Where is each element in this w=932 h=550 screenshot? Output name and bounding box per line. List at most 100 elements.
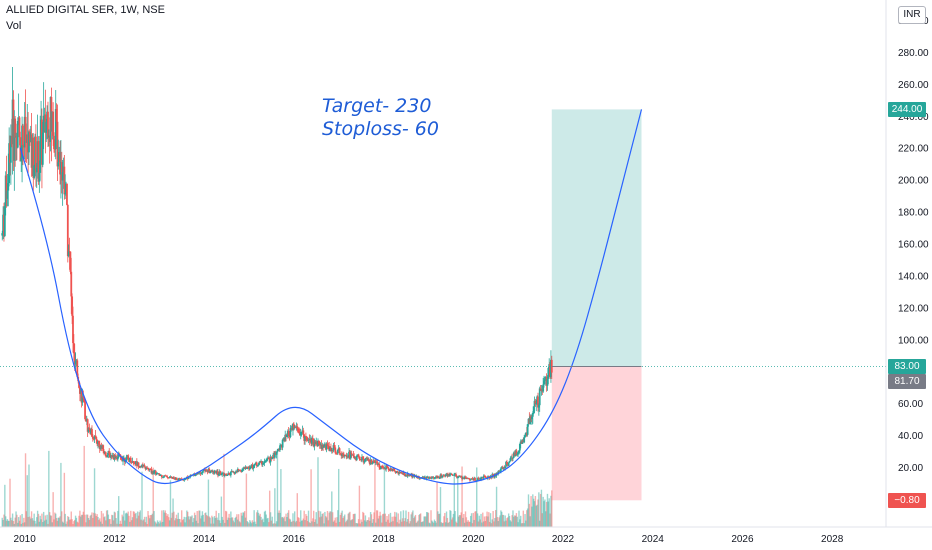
candle-body bbox=[166, 475, 168, 478]
candle-body bbox=[532, 406, 535, 413]
volume-bar bbox=[23, 522, 26, 527]
volume-bar bbox=[484, 520, 487, 527]
volume-bar bbox=[373, 512, 375, 527]
volume-bar bbox=[398, 523, 400, 527]
candle-body bbox=[542, 384, 545, 392]
time-tick-label: 2014 bbox=[193, 534, 216, 545]
volume-bar bbox=[153, 511, 155, 527]
volume-bar bbox=[45, 519, 47, 527]
volume-bar bbox=[538, 492, 540, 527]
candle-body bbox=[248, 466, 250, 470]
candle-body bbox=[388, 470, 391, 472]
volume-bar bbox=[392, 521, 394, 527]
candle-body bbox=[20, 157, 23, 162]
candle-body bbox=[287, 430, 290, 437]
candle-body bbox=[66, 204, 69, 257]
volume-bar bbox=[544, 499, 546, 527]
volume-bar bbox=[224, 522, 226, 527]
profit-zone bbox=[551, 109, 642, 367]
candle-body bbox=[1, 233, 4, 236]
volume-bar bbox=[481, 522, 483, 527]
candle-body bbox=[378, 463, 381, 468]
volume-bar bbox=[151, 513, 154, 527]
volume-bar bbox=[285, 513, 287, 527]
volume-bar bbox=[50, 515, 53, 527]
volume-bar bbox=[73, 521, 75, 527]
price-tick-label: 40.00 bbox=[898, 431, 923, 442]
candle-body bbox=[33, 165, 36, 178]
volume-bar bbox=[289, 519, 292, 527]
candle-body bbox=[41, 132, 44, 165]
volume-bar bbox=[547, 501, 550, 527]
candle-body bbox=[249, 466, 252, 469]
volume-bar bbox=[483, 516, 486, 527]
candle-body bbox=[254, 464, 256, 465]
volume-bar bbox=[48, 450, 50, 527]
price-tick-label: 280.00 bbox=[898, 48, 929, 59]
volume-bar bbox=[110, 523, 112, 527]
volume-bar bbox=[256, 510, 259, 527]
candle-body bbox=[42, 115, 45, 133]
candle-body bbox=[424, 476, 427, 479]
volume-bar bbox=[442, 522, 444, 527]
candle-body bbox=[202, 470, 205, 472]
volume-bar bbox=[124, 520, 126, 527]
candle-body bbox=[339, 453, 342, 454]
volume-bar bbox=[4, 516, 7, 527]
volume-bar bbox=[334, 517, 336, 527]
candle-body bbox=[294, 427, 297, 429]
volume-bar bbox=[314, 519, 317, 527]
volume-bar bbox=[454, 511, 456, 527]
currency-button[interactable]: INR bbox=[898, 6, 926, 24]
volume-bar bbox=[60, 462, 62, 527]
volume-bar bbox=[416, 521, 418, 527]
volume-bar bbox=[370, 514, 373, 527]
candle-body bbox=[484, 476, 487, 478]
volume-bar bbox=[310, 469, 312, 527]
candle-body bbox=[117, 454, 120, 458]
volume-bar bbox=[72, 523, 74, 527]
volume-bar bbox=[496, 517, 499, 527]
volume-bar bbox=[355, 523, 357, 527]
volume-bar bbox=[422, 521, 424, 527]
volume-bar bbox=[200, 515, 203, 527]
volume-bar bbox=[466, 521, 468, 527]
volume-bar bbox=[337, 510, 339, 527]
volume-bar bbox=[438, 513, 440, 527]
volume-bar bbox=[425, 511, 428, 527]
time-tick-label: 2028 bbox=[821, 534, 844, 545]
candle-body bbox=[137, 462, 140, 468]
candle-body bbox=[95, 437, 98, 440]
volume-bar bbox=[105, 510, 108, 527]
candle-body bbox=[39, 136, 42, 173]
volume-bar bbox=[95, 516, 97, 527]
candle-body bbox=[256, 465, 259, 467]
volume-bar bbox=[268, 522, 270, 527]
candle-body bbox=[84, 402, 86, 419]
candle-body bbox=[292, 423, 295, 429]
candle-body bbox=[438, 478, 441, 480]
volume-bar bbox=[221, 516, 223, 527]
volume-bar bbox=[252, 522, 254, 527]
candle-body bbox=[534, 400, 537, 405]
volume-bar bbox=[280, 469, 282, 527]
volume-bars bbox=[1, 445, 553, 527]
volume-bar bbox=[312, 510, 315, 527]
candle-body bbox=[546, 378, 549, 386]
volume-bar bbox=[19, 515, 22, 527]
volume-bar bbox=[250, 523, 253, 527]
volume-bar bbox=[455, 521, 457, 527]
volume-bar bbox=[162, 521, 164, 527]
volume-bar bbox=[300, 520, 303, 527]
candle-body bbox=[129, 457, 132, 463]
volume-bar bbox=[5, 520, 8, 527]
volume-bar bbox=[324, 511, 326, 527]
candle-body bbox=[143, 465, 146, 467]
volume-bar bbox=[37, 513, 40, 527]
candle-body bbox=[512, 457, 514, 459]
volume-bar bbox=[312, 518, 314, 527]
volume-bar bbox=[336, 517, 338, 527]
volume-bar bbox=[256, 512, 258, 527]
